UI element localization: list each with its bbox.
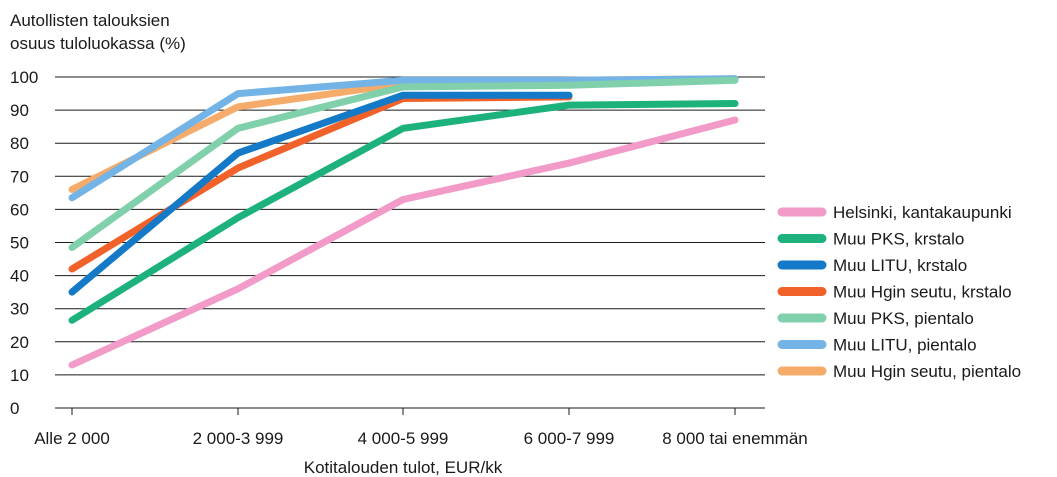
series-line: [68, 76, 739, 251]
series-lines: [68, 75, 739, 369]
y-tick-label: 90: [10, 101, 29, 120]
x-axis-title: Kotitalouden tulot, EUR/kk: [304, 458, 503, 477]
x-tick-label: 6 000-7 999: [524, 429, 615, 448]
legend-label: Muu Hgin seutu, pientalo: [833, 362, 1021, 381]
legend-label: Muu LITU, pientalo: [833, 336, 977, 355]
series-line: [68, 75, 739, 202]
x-tick-label: 2 000-3 999: [193, 429, 284, 448]
legend-label: Helsinki, kantakaupunki: [833, 203, 1012, 222]
x-tick-label: Alle 2 000: [34, 429, 110, 448]
y-tick-label: 10: [10, 366, 29, 385]
series-line: [68, 91, 573, 296]
series-line: [68, 116, 739, 369]
y-tick-label: 40: [10, 267, 29, 286]
y-tick-label: 20: [10, 333, 29, 352]
legend-label: Muu LITU, krstalo: [833, 256, 967, 275]
y-tick-label: 50: [10, 234, 29, 253]
legend-label: Muu PKS, krstalo: [833, 230, 964, 249]
y-tick-label: 60: [10, 200, 29, 219]
legend-label: Muu PKS, pientalo: [833, 309, 974, 328]
y-tick-label: 70: [10, 167, 29, 186]
y-tick-label: 80: [10, 134, 29, 153]
legend-label: Muu Hgin seutu, krstalo: [833, 283, 1012, 302]
x-tick-label: 4 000-5 999: [358, 429, 449, 448]
y-axis-title-line-1: Autollisten talouksien: [10, 11, 170, 30]
x-tick-label: 8 000 tai enemmän: [662, 429, 808, 448]
y-tick-label: 0: [10, 399, 19, 418]
gridlines: [55, 76, 765, 376]
y-tick-label: 100: [10, 68, 38, 87]
y-axis-title-line-2: osuus tuloluokassa (%): [10, 34, 186, 53]
series-line: [68, 100, 739, 324]
legend: Helsinki, kantakaupunki Muu PKS, krstalo M…: [777, 203, 1021, 381]
y-tick-label: 30: [10, 300, 29, 319]
axes: 0 10 20 30 40 50 60 70 80 90 100 Alle 2 000 2 000-3 …: [10, 68, 808, 448]
